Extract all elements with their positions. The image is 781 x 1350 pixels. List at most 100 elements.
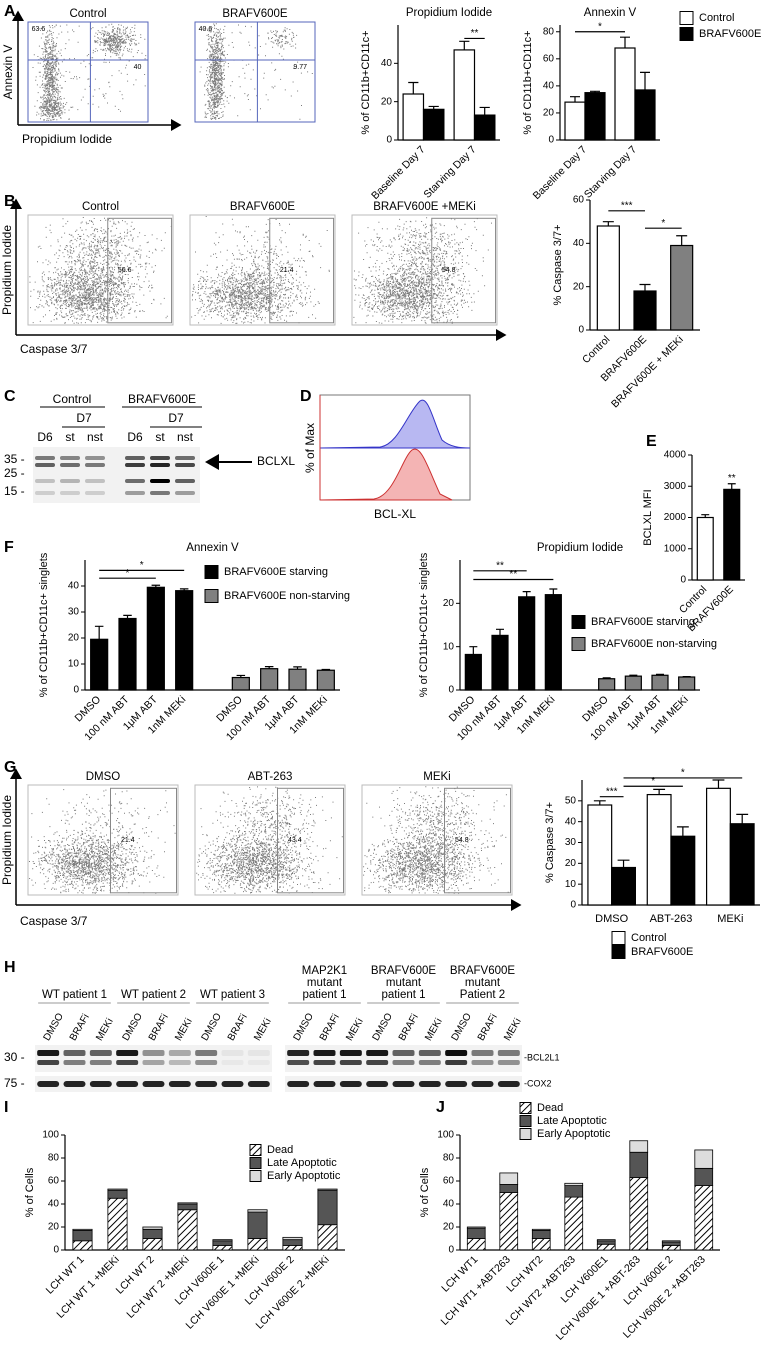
bar-segment [107,1197,128,1251]
gate-value: 63.6 [32,26,46,33]
band [195,1050,218,1056]
y-tick-label: 0 [386,135,392,146]
band [247,1081,270,1087]
bar-segment [596,1243,616,1251]
lane-label: nst [87,430,104,444]
error-bar [727,483,736,490]
cell-events [353,217,492,324]
lane-label: BRAFi [397,1012,421,1043]
band [471,1060,494,1065]
significance-label: ** [471,28,479,39]
panel-label: H [4,959,16,976]
plot-frame [361,784,513,896]
histogram-curve [319,448,453,501]
marker-label: 35 - [4,452,25,466]
legend-swatch [204,589,219,603]
lane-label: BRAFi [147,1012,171,1043]
band [35,463,55,467]
legend-label: Control [631,932,666,944]
bar [634,89,656,141]
gate [107,217,173,324]
bar-segment [177,1203,198,1211]
y-tick-label: 20 [48,1222,60,1233]
bar-segment [107,1188,128,1191]
lane-label: nst [177,430,194,444]
bar-segment [694,1167,714,1186]
bar [651,674,669,691]
bar [146,586,165,691]
legend-label: Control [699,12,734,24]
plot-title: Control [69,8,106,20]
group-label: MAP2K1 [302,965,347,977]
band [497,1060,520,1065]
band [366,1081,389,1087]
cell-events [32,23,147,121]
x-tick-label: ABT-263 [650,913,693,925]
bar-segment [212,1239,233,1242]
band [85,463,105,467]
error-bar [293,666,302,670]
group-label: D7 [168,411,184,425]
band [195,1081,218,1087]
group-label: BRAFV600E [450,965,516,977]
band [63,1060,86,1065]
x-tick-label: MEKi [717,913,743,925]
band [471,1050,494,1056]
blot-membrane [33,447,200,503]
gate-value: 43.4 [288,837,302,844]
y-tick-label: 20 [443,598,455,609]
y-tick-label: 40 [573,238,585,249]
y-tick-label: 0 [548,135,554,146]
bar [402,93,425,141]
panel-label: C [4,388,16,405]
band [497,1050,520,1056]
marker-label: 30 - [4,1050,25,1064]
bar-segment [177,1209,198,1251]
legend-swatch [519,1128,532,1140]
band [418,1050,441,1056]
y-axis-label: % of CD11b+CD11c+ singlets [418,552,430,697]
bar [678,676,696,691]
band [60,491,80,495]
error-bar [236,674,246,678]
error-bar [479,106,490,116]
lane-label: st [65,430,75,444]
marker-label: 75 - [4,1076,25,1090]
group-label: mutant [465,977,501,989]
y-tick-label: 80 [48,1153,60,1164]
legend-swatch [519,1102,532,1114]
y-tick-label: 3000 [664,481,687,492]
band [116,1060,139,1065]
group-label: WT patient 2 [121,989,186,1001]
lane-label: MEKi [94,1017,115,1043]
bar-segment [629,1140,649,1153]
bar-segment [72,1240,93,1251]
band [116,1081,139,1087]
legend-swatch [611,931,626,945]
gate-value: 54.8 [455,837,469,844]
bar-segment [317,1189,338,1226]
plot-frame [189,214,336,326]
band [175,456,195,460]
band [150,479,170,483]
bar [316,669,335,691]
error-bar [459,40,470,50]
error-bar [179,588,189,591]
bar-segment [72,1230,93,1242]
y-tick-label: 40 [381,58,393,69]
group-label: BRAFV600E [371,965,437,977]
bar-segment [247,1238,268,1251]
band [175,479,195,483]
band [418,1060,441,1065]
lane-label: DMSO [42,1011,67,1043]
error-bar [408,81,419,94]
band [85,479,105,483]
band [445,1081,468,1087]
legend-swatch [249,1157,262,1169]
axis-label: Propidium Iodide [0,225,14,315]
band [221,1060,244,1065]
error-bar [549,588,558,595]
y-tick-label: 20 [443,1222,455,1233]
group-label: patient 1 [302,989,346,1001]
bar-segment [531,1238,551,1251]
